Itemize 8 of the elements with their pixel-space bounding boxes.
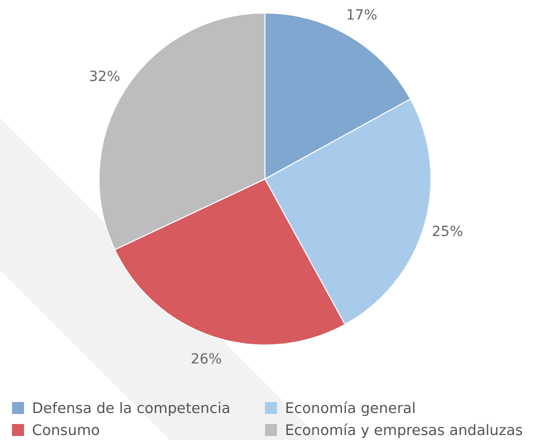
data-label: 26% bbox=[190, 352, 222, 368]
legend-label: Consumo bbox=[32, 423, 100, 439]
data-label: 17% bbox=[346, 7, 378, 24]
legend-label: Defensa de la competencia bbox=[32, 401, 230, 417]
data-label: 25% bbox=[432, 224, 464, 240]
legend-label: Economía general bbox=[285, 401, 416, 417]
data-label: 32% bbox=[89, 69, 120, 86]
legend-label: Economía y empresas andaluzas bbox=[285, 423, 523, 439]
